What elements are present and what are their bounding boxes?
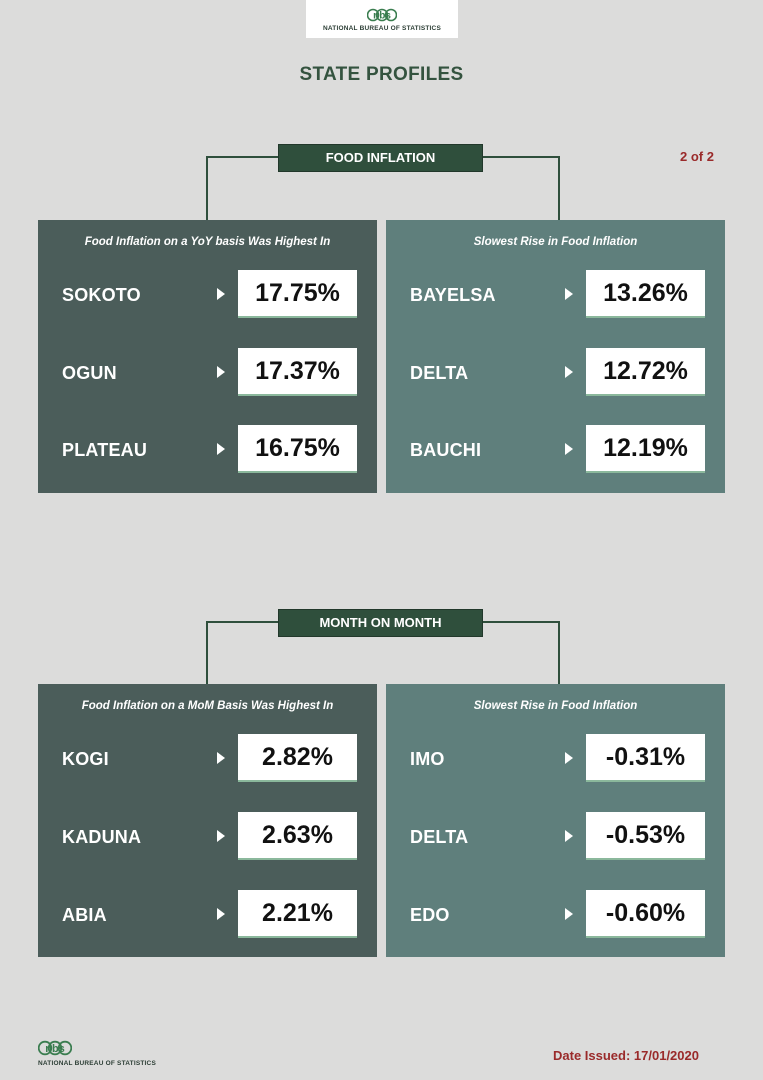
logo-caption: NATIONAL BUREAU OF STATISTICS [38, 1060, 156, 1067]
arrow-right-icon [565, 288, 573, 300]
panel-yoy-slowest: Slowest Rise in Food Inflation BAYELSA 1… [386, 220, 725, 493]
section-label-month-on-month: MONTH ON MONTH [278, 609, 483, 637]
arrow-right-icon [217, 908, 225, 920]
state-row: OGUN 17.37% [38, 348, 377, 396]
state-row: KOGI 2.82% [38, 734, 377, 782]
panel-heading: Slowest Rise in Food Inflation [473, 236, 638, 248]
inflation-value: 12.72% [586, 348, 705, 396]
state-name: EDO [410, 905, 450, 925]
panel-yoy-highest: Food Inflation on a YoY basis Was Highes… [38, 220, 377, 493]
logo-caption: NATIONAL BUREAU OF STATISTICS [323, 25, 441, 32]
state-row: ABIA 2.21% [38, 890, 377, 938]
inflation-value: 17.37% [238, 348, 357, 396]
panel-heading: Slowest Rise in Food Inflation [473, 700, 638, 712]
state-row: DELTA 12.72% [386, 348, 725, 396]
state-row: EDO -0.60% [386, 890, 725, 938]
state-name: DELTA [410, 363, 469, 383]
nbs-logo-top: nbs NATIONAL BUREAU OF STATISTICS [306, 0, 458, 38]
state-row: SOKOTO 17.75% [38, 270, 377, 318]
state-row: BAYELSA 13.26% [386, 270, 725, 318]
logo-text: nbs [373, 11, 391, 22]
state-row: PLATEAU 16.75% [38, 425, 377, 473]
state-name: KADUNA [62, 827, 142, 847]
page-count: 2 of 2 [680, 149, 714, 164]
arrow-right-icon [217, 288, 225, 300]
logo-text: nbs [45, 1043, 65, 1055]
arrow-right-icon [565, 908, 573, 920]
state-name: DELTA [410, 827, 469, 847]
arrow-right-icon [217, 830, 225, 842]
section-label-food-inflation: FOOD INFLATION [278, 144, 483, 172]
nbs-logo-icon: nbs [38, 1037, 72, 1059]
nbs-logo-bottom: nbs NATIONAL BUREAU OF STATISTICS [38, 1037, 156, 1067]
arrow-right-icon [565, 366, 573, 378]
arrow-right-icon [565, 443, 573, 455]
arrow-right-icon [217, 443, 225, 455]
inflation-value: 13.26% [586, 270, 705, 318]
state-name: BAYELSA [410, 285, 496, 305]
inflation-value: 2.82% [238, 734, 357, 782]
state-name: SOKOTO [62, 285, 141, 305]
arrow-right-icon [565, 830, 573, 842]
inflation-value: 2.63% [238, 812, 357, 860]
inflation-value: -0.60% [586, 890, 705, 938]
state-row: DELTA -0.53% [386, 812, 725, 860]
inflation-value: 16.75% [238, 425, 357, 473]
arrow-right-icon [217, 752, 225, 764]
state-row: BAUCHI 12.19% [386, 425, 725, 473]
panel-mom-highest: Food Inflation on a MoM Basis Was Highes… [38, 684, 377, 957]
state-row: KADUNA 2.63% [38, 812, 377, 860]
arrow-right-icon [565, 752, 573, 764]
arrow-right-icon [217, 366, 225, 378]
inflation-value: 2.21% [238, 890, 357, 938]
date-issued: Date Issued: 17/01/2020 [553, 1048, 699, 1063]
nbs-logo-icon: nbs [367, 6, 397, 24]
panel-heading: Food Inflation on a YoY basis Was Highes… [84, 236, 331, 248]
page-title: STATE PROFILES [299, 64, 464, 85]
inflation-value: 17.75% [238, 270, 357, 318]
state-name: PLATEAU [62, 440, 148, 460]
state-name: BAUCHI [410, 440, 482, 460]
panel-mom-slowest: Slowest Rise in Food Inflation IMO -0.31… [386, 684, 725, 957]
state-row: IMO -0.31% [386, 734, 725, 782]
panel-heading: Food Inflation on a MoM Basis Was Highes… [81, 700, 334, 712]
inflation-value: -0.53% [586, 812, 705, 860]
state-name: ABIA [62, 905, 107, 925]
state-name: IMO [410, 749, 445, 769]
inflation-value: 12.19% [586, 425, 705, 473]
state-name: KOGI [62, 749, 109, 769]
inflation-value: -0.31% [586, 734, 705, 782]
state-name: OGUN [62, 363, 117, 383]
